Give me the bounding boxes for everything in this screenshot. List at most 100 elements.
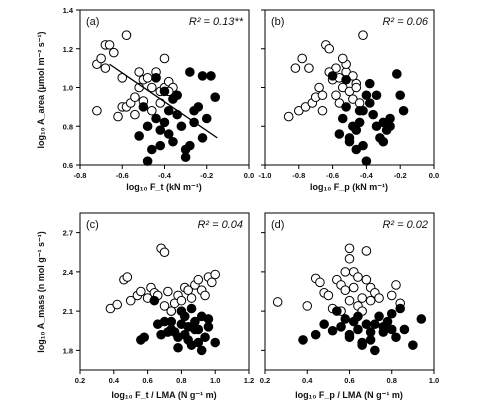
filled-data-point [336, 322, 346, 332]
r-squared-annotation-c: R² = 0.04 [197, 219, 243, 231]
x-tick-label: -0.2 [394, 171, 407, 180]
filled-data-point [190, 324, 200, 335]
filled-data-point [354, 105, 365, 116]
open-data-point [134, 67, 144, 77]
x-tick-label: 1.0 [429, 376, 439, 385]
filled-data-point [374, 311, 384, 322]
filled-data-point [353, 311, 363, 322]
filled-data-point [361, 319, 372, 330]
open-data-point [297, 53, 307, 64]
filled-data-point [337, 113, 348, 124]
panel-b: -1.0 -0.8 -0.6 -0.4 -0.2 0.0 (b) R² = 0.06 [259, 9, 439, 180]
filled-data-point [378, 136, 389, 147]
open-data-point [112, 299, 122, 310]
panel-label-d: (d) [271, 219, 284, 231]
filled-data-point [408, 340, 418, 350]
y-axis-label-bottom: log₁₀ A_mass (n mol g⁻¹ s⁻¹) [36, 231, 46, 352]
filled-data-point [341, 102, 351, 112]
filled-data-point [310, 329, 321, 340]
open-data-point [109, 47, 119, 58]
open-data-point [357, 293, 367, 303]
y-tick-label: 0.6 [63, 161, 73, 170]
filled-data-point [185, 67, 195, 77]
x-tick-label: 0.8 [176, 376, 186, 385]
filled-data-point [378, 327, 389, 337]
x-tick-label: -0.6 [116, 171, 129, 180]
filled-data-point [354, 117, 365, 128]
filled-data-point [197, 71, 208, 81]
y-tick-label: 1.8 [63, 346, 73, 355]
panel-label-a: (a) [86, 16, 99, 28]
filled-data-point [163, 105, 174, 116]
x-tick-label: 0.6 [142, 376, 152, 385]
open-data-point [92, 105, 102, 116]
open-data-point [337, 53, 348, 64]
x-tick-label: 0.0 [244, 171, 254, 180]
open-data-point [315, 277, 325, 288]
x-axis-label-a: log₁₀ F_t (kN m⁻¹) [126, 182, 202, 192]
open-data-point [302, 301, 313, 311]
filled-data-point [358, 140, 368, 151]
open-data-point [348, 282, 359, 293]
filled-data-point [361, 156, 372, 166]
filled-data-point [206, 71, 216, 81]
x-tick-label: 0.0 [429, 171, 439, 180]
filled-data-point [361, 90, 372, 101]
r-squared-annotation-d: R² = 0.02 [382, 219, 428, 231]
filled-data-point [196, 345, 207, 356]
filled-data-point [370, 345, 380, 356]
open-data-point [391, 280, 401, 290]
filled-data-point [340, 314, 351, 324]
filled-data-point [370, 319, 380, 330]
filled-data-point [193, 102, 204, 112]
filled-data-point [180, 144, 191, 155]
filled-data-point [139, 332, 150, 343]
filled-data-point [196, 311, 207, 322]
open-data-point [159, 247, 170, 258]
x-tick-label: 0.8 [387, 376, 397, 385]
y-tick-label: 2.1 [63, 307, 73, 316]
open-data-point [100, 63, 111, 73]
filled-data-point [391, 332, 401, 343]
y-tick-label: 1.2 [63, 45, 73, 54]
filled-data-point [398, 105, 409, 116]
filled-data-point [134, 131, 144, 141]
open-data-point [159, 53, 170, 64]
filled-data-point [334, 129, 345, 139]
filled-data-point [151, 73, 161, 83]
filled-data-point [364, 78, 375, 89]
filled-data-point [159, 86, 170, 97]
filled-data-point [155, 125, 166, 135]
filled-data-point [395, 303, 406, 314]
y-tick-label: 0.8 [63, 122, 73, 131]
open-data-point [374, 293, 384, 303]
open-data-point [207, 277, 217, 288]
filled-data-point [357, 340, 367, 350]
filled-data-point [142, 156, 153, 166]
filled-data-point [371, 90, 382, 101]
open-data-point [104, 40, 115, 50]
panel-label-c: (c) [86, 219, 99, 231]
plot-frame-c [79, 212, 250, 371]
open-data-point [121, 30, 132, 40]
open-data-point [142, 73, 153, 83]
filled-data-point [179, 329, 190, 340]
filled-data-point [395, 90, 406, 101]
x-tick-label: 0.4 [109, 376, 120, 385]
filled-data-point [138, 102, 149, 112]
y-tick-label: 2.7 [63, 229, 73, 238]
filled-data-point [385, 121, 395, 132]
open-data-point [176, 295, 187, 306]
open-data-point [200, 290, 210, 301]
open-data-point [324, 43, 335, 54]
filled-data-point [344, 329, 355, 340]
open-data-point [344, 295, 355, 306]
x-tick-label: -0.2 [200, 171, 213, 180]
x-tick-label: -0.6 [326, 171, 339, 180]
filled-data-point [365, 335, 376, 345]
open-data-point [193, 274, 204, 285]
filled-data-point [416, 314, 427, 324]
regression-line [109, 63, 218, 139]
x-tick-label: 0.6 [344, 376, 354, 385]
